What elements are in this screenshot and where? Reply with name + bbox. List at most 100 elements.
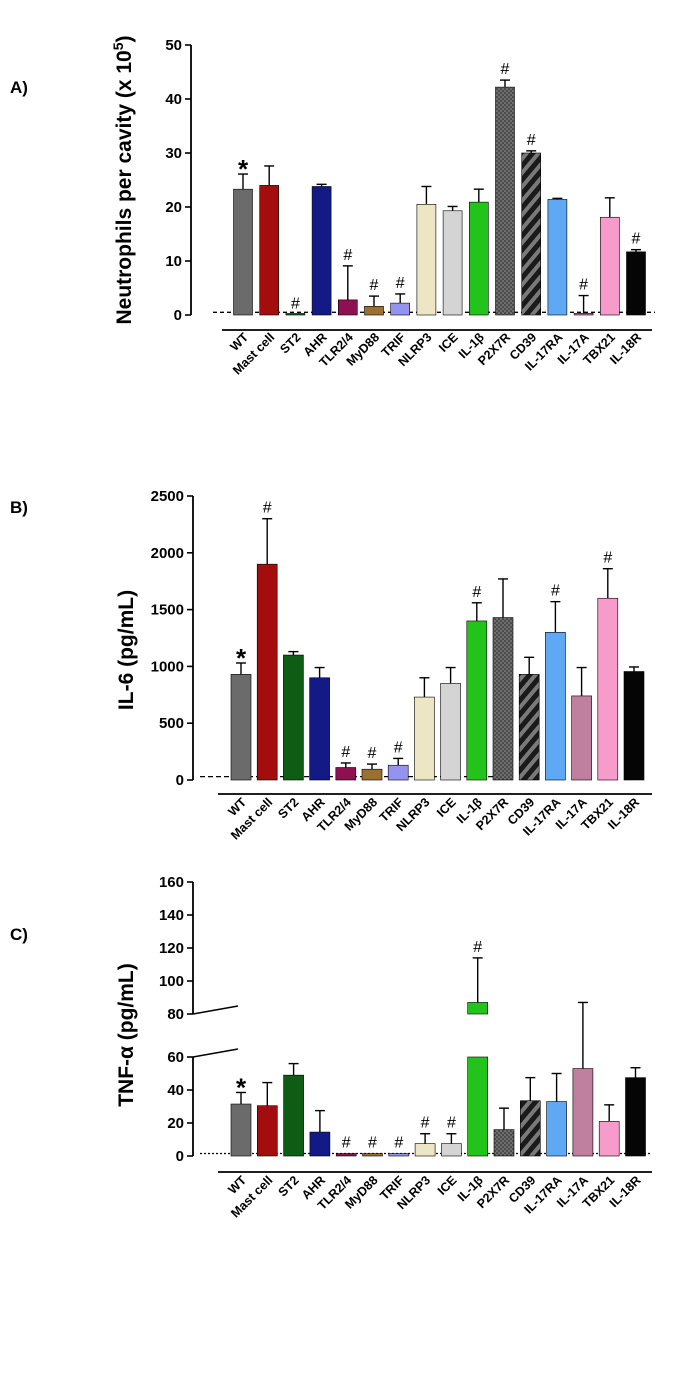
panel-b-significance-wt: * (236, 643, 247, 673)
panel-b-significance-tlr2-4: # (341, 744, 350, 761)
panel-b-bar-ahr (309, 677, 330, 781)
panel-a-significance-il-18r: # (632, 231, 641, 248)
panel-a-bar-il-18r (626, 251, 646, 316)
panel-c-bar-upper-il-1- (467, 1002, 489, 1015)
panel-b-bar-myd88 (361, 768, 383, 781)
panel-a-bar-il-17ra (547, 199, 568, 316)
panel-c-y-tick-label: 100 (159, 973, 184, 990)
panel-a-y-tick-label: 50 (165, 37, 182, 54)
panel-b-significance-il-17ra: # (551, 583, 560, 600)
panel-b-bar-mast-cell (256, 563, 278, 781)
panel-a-significance-trif: # (396, 275, 405, 292)
panel-a-bar-ice (442, 210, 463, 316)
panel-b-bar-p2x7r (492, 617, 514, 781)
panel-a-bar-tlr2-4 (337, 299, 358, 316)
panel-a-significance-il-17a: # (579, 277, 588, 294)
panel-a-significance-p2x7r: # (501, 61, 510, 78)
panel-b-y-tick-label: 0 (176, 772, 184, 789)
panel-b-significance-mast-cell: # (263, 500, 272, 517)
panel-b-bar-wt (230, 674, 252, 781)
panel-b-category-st2: ST2 (275, 795, 301, 821)
panel-a-y-tick-label: 20 (165, 199, 182, 216)
panel-c-y-tick-label: 80 (167, 1006, 184, 1023)
panel-c-y-tick-label: 120 (159, 940, 184, 957)
panel-c-bar-ice (441, 1143, 462, 1157)
panel-b-il6: B)IL-6 (pg/mL)05001000150020002500*WT#Ma… (10, 488, 652, 842)
panel-b-y-tick-label: 2000 (151, 545, 184, 562)
panel-a-y-tick-label: 30 (165, 145, 182, 162)
panel-c-bar-ahr (309, 1131, 331, 1157)
panel-c-significance-myd88: # (368, 1135, 377, 1152)
panel-a-y-tick-label: 0 (174, 307, 182, 324)
panel-a-neutrophils: A) Neutrophils per cavity (x 105) 0 10 20 30 4… (10, 35, 655, 377)
panel-a-bar-tbx21 (599, 216, 620, 316)
panel-a-bar-il-17a (573, 313, 594, 316)
panel-b-bar-nlrp3 (414, 696, 435, 781)
panel-b-y-axis-title: IL-6 (pg/mL) (115, 590, 138, 710)
panel-a-y-tick-label: 40 (165, 91, 182, 108)
panel-c-bar-tlr2-4 (335, 1153, 357, 1157)
panel-c-label: C) (10, 925, 28, 944)
panel-c-y-tick-label: 0 (176, 1148, 184, 1165)
panel-b-significance-myd88: # (368, 745, 377, 762)
panel-c-y-tick-label: 40 (167, 1082, 184, 1099)
panel-c-y-tick-label: 60 (167, 1049, 184, 1066)
panel-b-significance-il-1-: # (472, 584, 481, 601)
panel-c-y-tick-label: 160 (159, 874, 184, 891)
panel-a-significance-wt: * (238, 154, 249, 184)
panel-b-bar-cd39 (518, 674, 540, 781)
panel-a-significance-cd39: # (527, 132, 536, 149)
panel-b-bar-il-17ra (545, 632, 566, 781)
panel-a-y-tick-label: 10 (165, 253, 182, 270)
panel-a-bar-st2 (285, 313, 306, 316)
panel-b-bar-st2 (283, 654, 304, 781)
panel-c-bar-nlrp3 (414, 1143, 436, 1157)
panel-b-bar-il-18r (623, 671, 645, 781)
panel-b-bar-tbx21 (597, 597, 619, 781)
panel-a-bar-myd88 (364, 306, 384, 316)
panel-b-y-tick-label: 1500 (151, 602, 184, 619)
panel-c-significance-il-1-: # (473, 939, 482, 956)
panel-c-bar-myd88 (362, 1153, 383, 1157)
panel-b-bar-il-1- (466, 620, 488, 781)
panel-c-significance-ice: # (447, 1115, 456, 1132)
panel-b-label: B) (10, 498, 28, 517)
panel-b-y-tick-label: 1000 (151, 658, 184, 675)
panel-c-significance-tlr2-4: # (342, 1135, 351, 1152)
panel-b-bar-il-17a (571, 695, 592, 781)
panel-c-axis-break-lower (192, 1048, 239, 1058)
panel-b-bar-trif (387, 764, 409, 781)
panel-c-y-axis-title: TNF-α (pg/mL) (115, 963, 138, 1107)
panel-a-significance-st2: # (291, 295, 300, 312)
panel-c-bar-mast-cell (256, 1105, 278, 1157)
panel-c-bar-tbx21 (598, 1121, 620, 1157)
panel-b-y-tick-label: 2500 (151, 488, 184, 505)
panel-c-bar-il-17a (572, 1068, 594, 1157)
panel-b-significance-tbx21: # (603, 550, 612, 567)
panel-a-bar-ahr (311, 186, 332, 316)
panel-c-bar-wt (230, 1103, 252, 1157)
panel-a-bar-il-1- (468, 201, 489, 316)
panel-c-y-tick-label: 20 (167, 1115, 184, 1132)
panel-a-bar-wt (233, 188, 253, 316)
panel-a-bar-trif (390, 302, 411, 316)
panel-c-bar-il-17ra (546, 1101, 567, 1157)
panel-c-bar-st2 (283, 1074, 304, 1157)
panel-c-category-st2: ST2 (276, 1173, 302, 1199)
panel-a-y-axis-title: Neutrophils per cavity (x 105) (110, 35, 136, 324)
panel-a-significance-tlr2-4: # (343, 247, 352, 264)
panel-a-bar-p2x7r (495, 86, 515, 316)
panel-c-bar-p2x7r (493, 1129, 515, 1157)
panel-b-significance-trif: # (394, 739, 403, 756)
panel-b-bar-ice (440, 683, 461, 781)
panel-a-category-st2: ST2 (277, 330, 303, 356)
panel-c-bar-cd39 (519, 1100, 541, 1157)
panel-c-significance-nlrp3: # (421, 1115, 430, 1132)
panel-a-label: A) (10, 78, 28, 97)
panel-c-significance-trif: # (394, 1135, 403, 1152)
panel-c-tnf-alpha: C)TNF-α (pg/mL)020406080100120140160*WTM… (10, 874, 652, 1220)
panel-c-significance-wt: * (236, 1072, 247, 1102)
panel-c-bar-trif (388, 1153, 410, 1157)
panel-a-bar-mast-cell (259, 185, 280, 316)
